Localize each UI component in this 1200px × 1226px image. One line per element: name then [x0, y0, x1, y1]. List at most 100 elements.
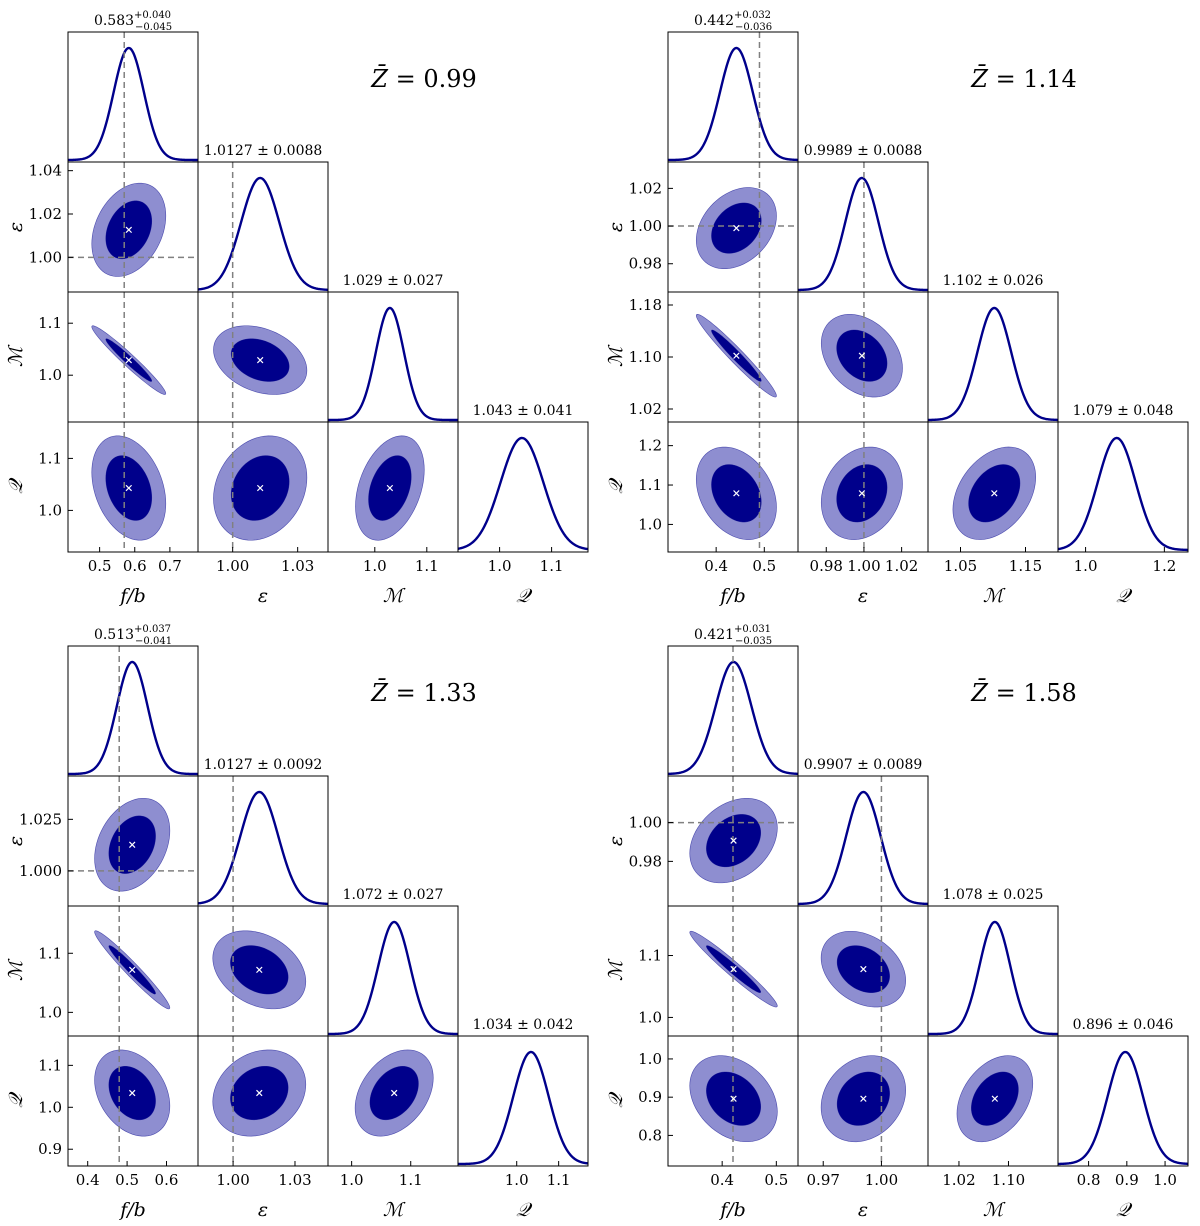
- best-fit-marker: [860, 965, 867, 973]
- y-tick-label: 1.0: [638, 515, 662, 533]
- upper-error: +0.032: [734, 10, 771, 21]
- posterior-curve: [1058, 1050, 1188, 1166]
- x-axis-label: f/b: [718, 1199, 746, 1221]
- summary-value: 1.029 ± 0.027: [343, 273, 444, 289]
- x-tick-label: 1.1: [399, 1171, 423, 1189]
- x-tick-label: 0.5: [752, 557, 776, 575]
- best-fit-marker: [256, 484, 264, 492]
- posterior-curve: [328, 920, 458, 1036]
- x-tick-label: 1.0: [363, 557, 387, 575]
- y-axis-label: 𝒬: [605, 1091, 627, 1108]
- y-tick-label: 0.8: [638, 1126, 662, 1144]
- posterior-curve: [458, 436, 588, 551]
- y-axis-label: 𝒬: [5, 1091, 27, 1108]
- best-fit-marker: [256, 966, 263, 974]
- redshift-value: 1.33: [423, 679, 476, 707]
- panel-ℳ-𝒬: 1.02 1.10: [927, 1035, 1059, 1189]
- y-tick-label: 1.02: [629, 400, 662, 418]
- upper-error: +0.031: [734, 624, 771, 635]
- y-axis-label: 𝒬: [605, 477, 627, 494]
- x-axis-label: ℳ: [983, 1199, 1006, 1221]
- summary-value: 0.421: [694, 627, 734, 643]
- x-axis-label: ℳ: [983, 585, 1006, 607]
- posterior-curve: [1058, 436, 1188, 552]
- posterior-curve: [668, 46, 798, 162]
- panel-f/b-ℳ: 1.0 1.1: [638, 905, 799, 1037]
- panel-f/b-𝒬: 0.8 0.9 1.0 0.4 0.5: [638, 1035, 799, 1189]
- posterior-curve: [198, 790, 328, 906]
- panel-ε-𝒬: 0.97 1.00: [797, 1035, 929, 1189]
- best-fit-marker: [730, 965, 737, 973]
- best-fit-marker: [991, 490, 998, 497]
- posterior-curve: [668, 660, 798, 776]
- panel-f/b-f/b: [67, 31, 199, 163]
- y-axis-label: ℳ: [605, 344, 627, 367]
- summary-value: 1.0127 ± 0.0088: [204, 143, 323, 159]
- x-axis-label: ε: [858, 585, 868, 607]
- panel-ℳ-ℳ: [927, 905, 1059, 1037]
- x-axis-label: ε: [258, 585, 268, 607]
- x-tick-label: 0.5: [764, 1171, 788, 1189]
- y-tick-label: 1.0: [38, 501, 62, 519]
- posterior-summary: 1.072 ± 0.027: [343, 887, 444, 903]
- summary-value: 0.583: [94, 13, 134, 29]
- best-fit-marker: [733, 352, 740, 359]
- redshift-label: Z̄ = 0.99: [370, 65, 477, 93]
- panel-ε-ε: [197, 775, 329, 907]
- best-fit-marker: [125, 484, 133, 492]
- y-axis-label: ε: [5, 836, 27, 846]
- summary-value: 1.034 ± 0.042: [473, 1017, 574, 1033]
- panel-ε-𝒬: 1.00 1.03: [197, 421, 329, 575]
- posterior-curve: [68, 46, 198, 162]
- equals-sign: =: [988, 679, 1023, 707]
- redshift-value: 1.58: [1023, 679, 1076, 707]
- x-tick-label: 1.0: [1153, 1171, 1177, 1189]
- posterior-summary: 0.421+0.031 −0.035: [694, 624, 772, 647]
- x-tick-label: 1.1: [540, 557, 564, 575]
- posterior-curve: [198, 176, 328, 291]
- posterior-summary: 0.9989 ± 0.0088: [804, 143, 923, 159]
- summary-value: 0.513: [94, 627, 134, 643]
- panel-frame: [327, 905, 459, 1037]
- best-fit-marker: [125, 226, 133, 234]
- panel-frame: [457, 1035, 589, 1167]
- x-tick-label: 1.0: [505, 1171, 529, 1189]
- panel-f/b-ε: 1.000 1.025: [19, 775, 199, 907]
- y-tick-label: 1.0: [38, 366, 62, 384]
- panel-frame: [797, 775, 929, 907]
- posterior-curve: [68, 660, 198, 776]
- y-tick-label: 0.98: [629, 255, 662, 273]
- x-tick-label: 1.00: [847, 557, 880, 575]
- redshift-label: Z̄ = 1.14: [970, 65, 1077, 93]
- summary-value: 1.078 ± 0.025: [943, 887, 1044, 903]
- best-fit-marker: [125, 356, 133, 364]
- x-tick-label: 0.7: [158, 557, 182, 575]
- summary-value: 1.0127 ± 0.0092: [204, 757, 323, 773]
- x-tick-label: 1.00: [216, 1171, 249, 1189]
- panel-f/b-f/b: [667, 645, 799, 777]
- posterior-curve: [798, 176, 928, 292]
- summary-value: 0.9989 ± 0.0088: [804, 143, 923, 159]
- panel-frame: [1057, 421, 1189, 553]
- corner-plot-2: 0.981.001.021.021.101.181.01.11.20.4 0.5 0…: [605, 10, 1189, 607]
- x-tick-label: 0.4: [76, 1171, 100, 1189]
- x-tick-label: 1.05: [944, 557, 977, 575]
- x-tick-label: 1.10: [992, 1171, 1025, 1189]
- panel-ε-𝒬: 0.98 1.00 1.02: [797, 421, 929, 575]
- best-fit-marker: [256, 356, 264, 364]
- x-tick-label: 1.03: [281, 557, 314, 575]
- panel-frame: [927, 291, 1059, 423]
- panel-frame: [797, 161, 929, 293]
- posterior-curve: [928, 920, 1058, 1036]
- x-tick-label: 1.02: [942, 1171, 975, 1189]
- redshift-symbol: Z̄: [970, 65, 989, 93]
- y-tick-label: 1.0: [38, 1003, 62, 1021]
- panel-f/b-𝒬: 0.9 1.0 1.1 0.4 0.5 0.6: [38, 1035, 199, 1189]
- panel-𝒬-𝒬: 0.8 0.9 1.0: [1057, 1035, 1189, 1189]
- x-tick-label: 1.0: [488, 557, 512, 575]
- panel-f/b-ℳ: 1.0 1.1: [38, 291, 199, 423]
- x-axis-label: 𝒬: [1116, 1199, 1133, 1221]
- panel-frame: [927, 905, 1059, 1037]
- x-axis-label: f/b: [118, 1199, 146, 1221]
